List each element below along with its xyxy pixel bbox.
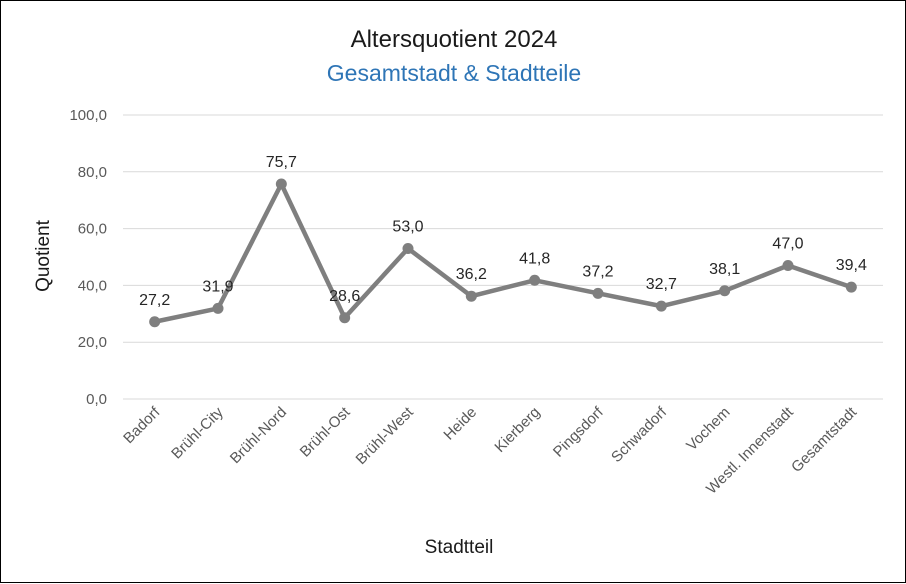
grid-lines xyxy=(123,114,883,400)
data-label: 37,2 xyxy=(582,263,613,280)
x-tick-label: Brühl-Nord xyxy=(227,404,290,467)
x-tick-label: Brühl-City xyxy=(168,403,227,462)
chart-subtitle: Gesamtstadt & Stadtteile xyxy=(327,60,581,86)
data-label: 41,8 xyxy=(519,250,550,267)
y-tick-label: 40,0 xyxy=(78,277,107,294)
x-tick-label: Gesamtstadt xyxy=(788,403,861,476)
data-label: 75,7 xyxy=(266,154,297,171)
data-point xyxy=(719,285,731,297)
data-label: 53,0 xyxy=(392,218,423,235)
data-point xyxy=(212,302,224,314)
data-label: 36,2 xyxy=(456,266,487,283)
x-axis-ticks: Badorf Brühl-City Brühl-Nord Brühl-Ost Brühl… xyxy=(120,403,861,497)
data-point xyxy=(275,178,287,190)
x-tick-label: Heide xyxy=(440,404,480,444)
data-point xyxy=(655,300,667,312)
y-tick-label: 100,0 xyxy=(69,107,107,124)
y-tick-label: 0,0 xyxy=(86,391,107,408)
data-label: 27,2 xyxy=(139,292,170,309)
x-tick-label: Kierberg xyxy=(491,404,543,456)
data-label: 47,0 xyxy=(772,236,803,253)
y-tick-label: 60,0 xyxy=(78,221,107,238)
data-point xyxy=(782,260,794,272)
x-tick-label: Schwadorf xyxy=(608,403,671,466)
data-label: 31,9 xyxy=(202,278,233,295)
data-point xyxy=(529,274,541,286)
data-point xyxy=(402,242,414,254)
series-line xyxy=(149,178,857,328)
x-axis-label: Stadtteil xyxy=(425,537,494,558)
x-tick-label: Badorf xyxy=(120,403,164,447)
data-point xyxy=(845,281,857,293)
data-point xyxy=(465,290,477,302)
data-point xyxy=(149,316,161,328)
x-tick-label: Vochem xyxy=(683,404,733,454)
x-tick-label: Brühl-Ost xyxy=(297,403,354,460)
x-tick-label: Pingsdorf xyxy=(550,403,607,460)
data-label: 39,4 xyxy=(836,257,867,274)
y-tick-label: 80,0 xyxy=(78,164,107,181)
data-label: 28,6 xyxy=(329,288,360,305)
data-label: 38,1 xyxy=(709,261,740,278)
y-axis-ticks: 0,0 20,0 40,0 60,0 80,0 100,0 xyxy=(69,107,107,408)
chart-title: Altersquotient 2024 xyxy=(351,26,558,53)
series-polyline xyxy=(152,181,854,325)
data-point xyxy=(592,287,604,299)
y-axis-label: Quotient xyxy=(33,219,54,292)
y-tick-label: 20,0 xyxy=(78,334,107,351)
x-tick-label: Brühl-West xyxy=(353,403,418,468)
data-point xyxy=(339,312,351,324)
data-labels: 27,2 31,9 75,7 28,6 53,0 36,2 41,8 37,2 32,7 38,1… xyxy=(139,154,867,309)
data-label: 32,7 xyxy=(646,276,677,293)
